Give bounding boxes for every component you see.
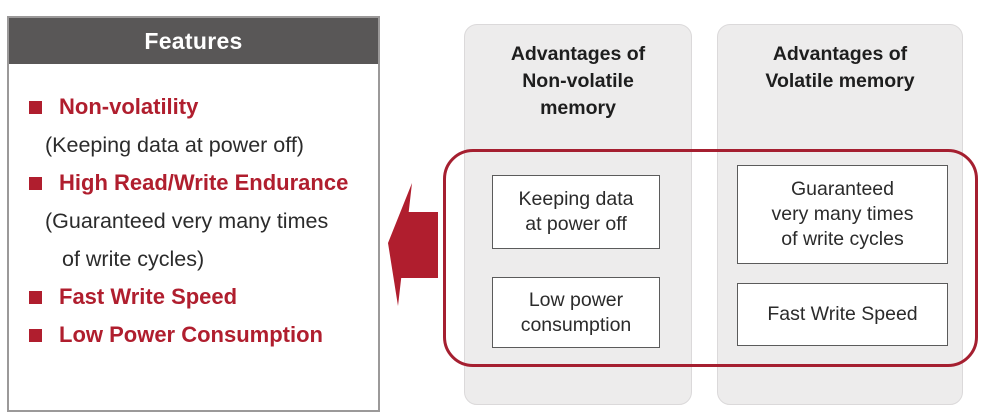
- feature-item-low-power: Low Power Consumption: [9, 316, 378, 354]
- feature-item-endurance: High Read/Write Endurance: [9, 164, 378, 202]
- advantage-box-low-power: Low power consumption: [492, 277, 660, 348]
- feature-item-non-volatility: Non-volatility: [9, 88, 378, 126]
- feature-note-label: (Keeping data at power off): [45, 133, 304, 157]
- features-panel: Features Non-volatility (Keeping data at…: [7, 16, 380, 412]
- advantage-box-keeping-data: Keeping data at power off: [492, 175, 660, 249]
- bullet-square-icon: [29, 291, 42, 304]
- feature-item-fast-write: Fast Write Speed: [9, 278, 378, 316]
- advantage-box-guaranteed-cycles: Guaranteed very many times of write cycl…: [737, 165, 948, 264]
- feature-note-keeping-data: (Keeping data at power off): [9, 126, 378, 164]
- feature-note-write-cycles: of write cycles): [9, 240, 378, 278]
- feature-note-label: of write cycles): [62, 247, 205, 271]
- feature-item-label: High Read/Write Endurance: [59, 170, 349, 195]
- advantage-box-fast-write: Fast Write Speed: [737, 283, 948, 346]
- bullet-square-icon: [29, 329, 42, 342]
- left-arrow-icon: [383, 172, 441, 308]
- features-list: Non-volatility (Keeping data at power of…: [9, 64, 378, 354]
- column-volatile-header: Advantages of Volatile memory: [765, 43, 915, 92]
- feature-note-guaranteed: (Guaranteed very many times: [9, 202, 378, 240]
- column-nonvolatile-header: Advantages of Non-volatile memory: [510, 43, 646, 119]
- feature-note-label: (Guaranteed very many times: [45, 209, 329, 233]
- bullet-square-icon: [29, 101, 42, 114]
- feature-item-label: Fast Write Speed: [59, 284, 238, 309]
- features-panel-title: Features: [9, 18, 378, 64]
- feature-item-label: Non-volatility: [59, 94, 199, 119]
- feature-item-label: Low Power Consumption: [59, 322, 323, 347]
- bullet-square-icon: [29, 177, 42, 190]
